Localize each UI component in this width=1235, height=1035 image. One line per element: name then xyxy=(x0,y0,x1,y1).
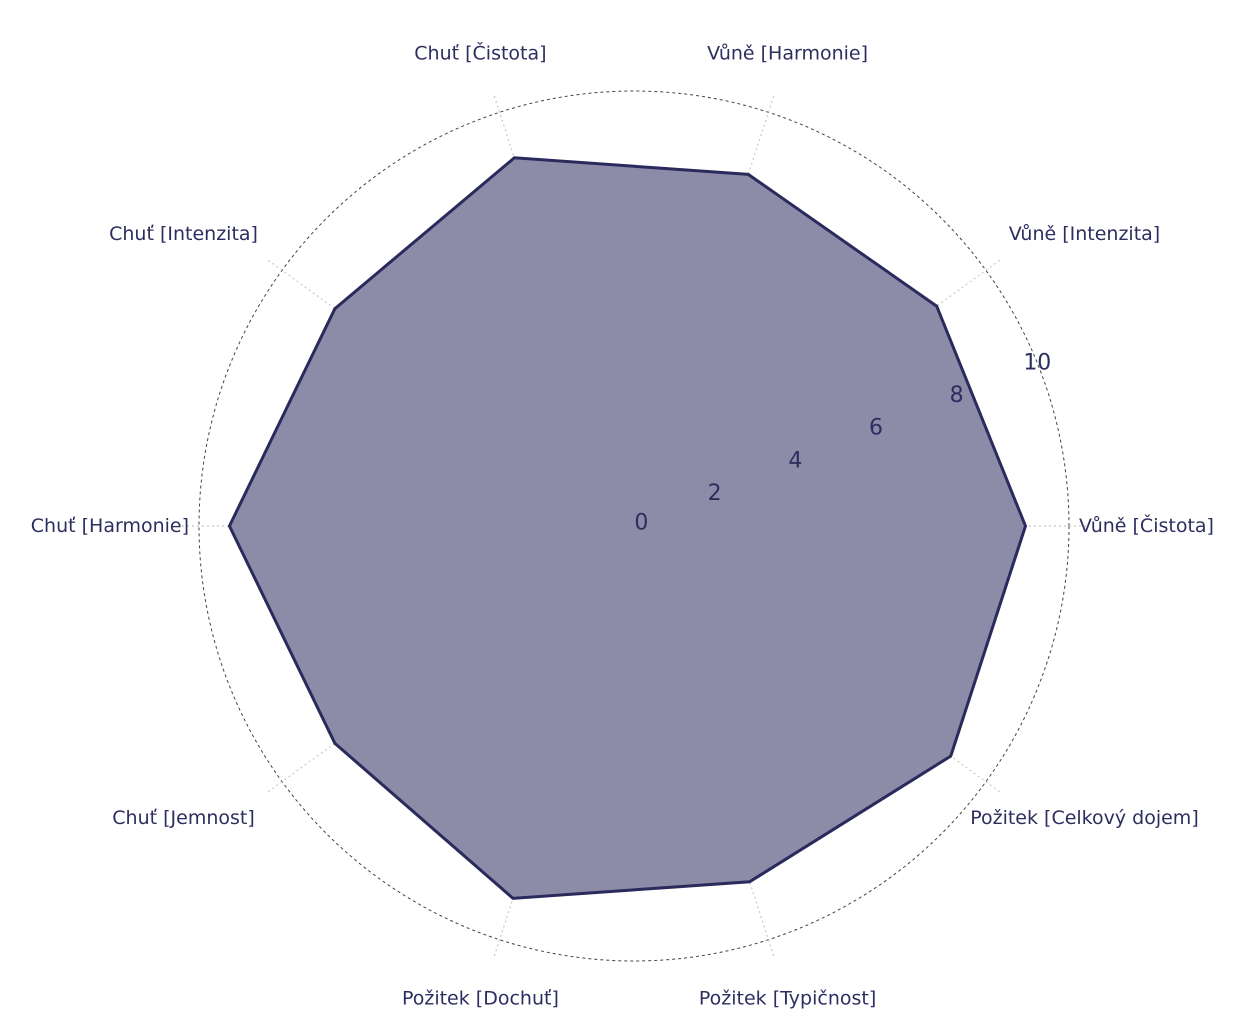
tick-label: 4 xyxy=(788,448,802,473)
axis-label: Chuť [Jemnost] xyxy=(112,807,254,829)
axis-label: Vůně [Čistota] xyxy=(1079,513,1214,537)
tick-label: 0 xyxy=(634,511,648,536)
axis-label: Chuť [Čistota] xyxy=(414,40,546,64)
axis-label: Požitek [Typičnost] xyxy=(699,988,876,1010)
series-layer xyxy=(227,156,1028,900)
tick-label-layer: 0 2 4 6 8 10 xyxy=(634,351,1051,536)
tick-label: 8 xyxy=(950,383,964,408)
axis-label: Vůně [Harmonie] xyxy=(707,42,868,64)
tick-label: 10 xyxy=(1023,351,1051,376)
tick-label: 2 xyxy=(708,481,722,506)
axis-label: Požitek [Dochuť] xyxy=(402,988,559,1010)
axis-label-layer: Vůně [Čistota] Vůně [Intenzita] Vůně [Harm… xyxy=(31,40,1214,1009)
axis-label: Požitek [Celkový dojem] xyxy=(970,807,1199,829)
axis-label: Chuť [Harmonie] xyxy=(31,515,189,537)
tick-label: 6 xyxy=(869,416,883,441)
axis-label: Vůně [Intenzita] xyxy=(1009,223,1161,245)
series-area xyxy=(229,157,1026,899)
axis-label: Chuť [Intenzita] xyxy=(109,223,258,245)
